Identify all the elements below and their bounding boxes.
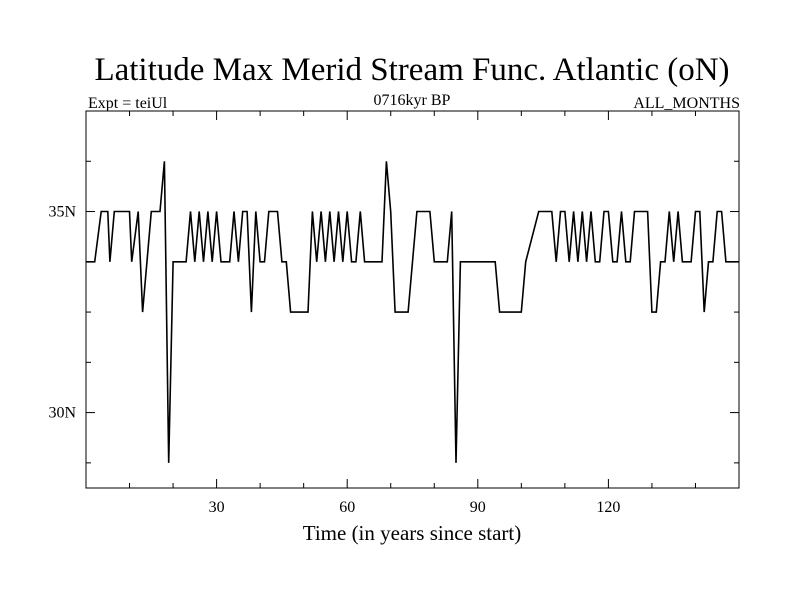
x-tick-label: 30 xyxy=(209,499,225,516)
axis-tick-labels: 30 60 90 120 30N 35N xyxy=(48,204,620,516)
x-tick-label: 120 xyxy=(596,499,620,516)
plot-frame xyxy=(85,110,740,489)
x-tick-label: 90 xyxy=(470,499,486,516)
subtitle-center: 0716kyr BP xyxy=(374,92,451,109)
axis-ticks xyxy=(86,111,739,488)
subtitle-right: ALL_MONTHS xyxy=(633,95,740,112)
x-tick-label: 60 xyxy=(339,499,355,516)
x-axis-label: Time (in years since start) xyxy=(303,521,522,545)
chart-title: Latitude Max Merid Stream Func. Atlantic… xyxy=(94,52,729,88)
series-line xyxy=(86,161,739,463)
y-tick-label: 30N xyxy=(48,405,76,422)
subtitle-left: Expt = teiUl xyxy=(88,95,168,112)
y-tick-label: 35N xyxy=(48,204,76,221)
